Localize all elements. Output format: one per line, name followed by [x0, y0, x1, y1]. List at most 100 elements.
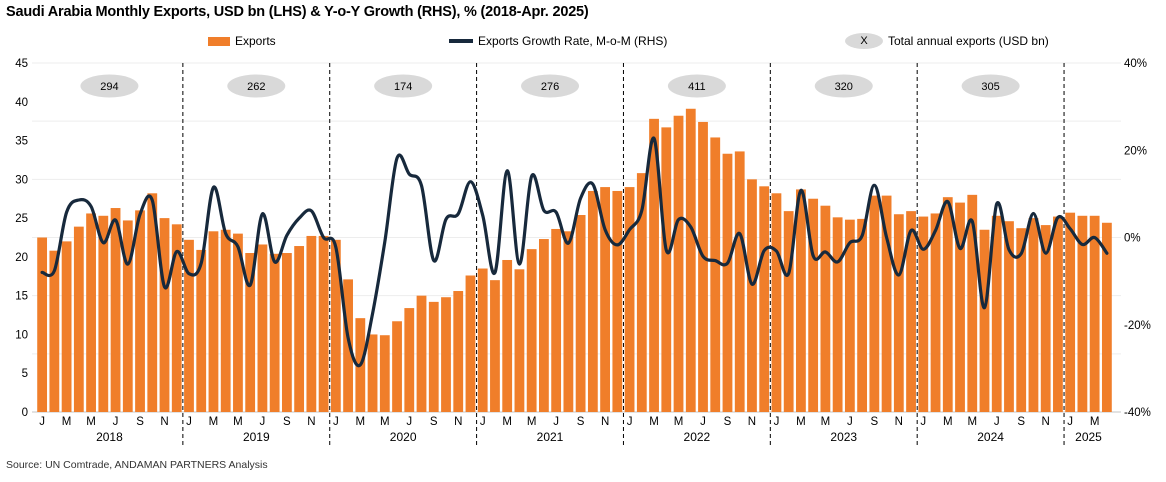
export-bar-2019 — [281, 253, 292, 412]
right-axis-tick-label: -20% — [1124, 320, 1151, 332]
export-bar-2024 — [1028, 218, 1039, 412]
export-bar-2021 — [502, 259, 513, 412]
month-tick-label: N — [1042, 416, 1050, 428]
export-bar-2023 — [844, 219, 855, 412]
year-label: 2018 — [96, 430, 123, 444]
export-bar-2022 — [747, 179, 757, 412]
export-bar-2025 — [1101, 222, 1112, 412]
month-tick-label: M — [967, 416, 977, 428]
export-bar-2020 — [441, 297, 451, 412]
export-bar-2021 — [600, 187, 610, 412]
annual-total-badge — [374, 74, 433, 98]
month-tick-label: M — [209, 416, 219, 428]
month-tick-label: M — [356, 416, 366, 428]
export-bar-2021 — [490, 280, 500, 412]
export-bar-2020 — [453, 291, 464, 412]
export-bar-2018 — [86, 213, 96, 412]
export-bar-2019 — [208, 231, 219, 412]
export-bar-2018 — [61, 241, 72, 412]
export-bar-2018 — [37, 237, 48, 412]
export-bar-2019 — [245, 253, 256, 412]
year-label: 2023 — [830, 430, 857, 444]
left-axis-tick-label: 40 — [15, 97, 28, 109]
annual-total-badge — [521, 74, 580, 98]
annual-total-badge — [814, 74, 873, 98]
month-tick-label: M — [943, 416, 953, 428]
legend-item-growth-rate: Exports Growth Rate, M-o-M (RHS) — [449, 32, 667, 50]
month-tick-label: N — [748, 416, 756, 428]
export-bar-2023 — [808, 198, 819, 412]
source-note: Source: UN Comtrade, ANDAMAN PARTNERS An… — [6, 459, 268, 471]
export-bar-2022 — [624, 187, 635, 412]
month-tick-label: M — [649, 416, 659, 428]
annual-total-value: 262 — [247, 81, 265, 93]
legend-annual-label: Total annual exports (USD bn) — [888, 34, 1049, 48]
left-axis-tick-label: 15 — [15, 291, 28, 303]
export-bar-2025 — [1065, 212, 1076, 412]
export-bar-2020 — [465, 275, 476, 412]
export-bar-2024 — [1053, 216, 1063, 412]
month-tick-label: S — [577, 416, 585, 428]
month-tick-label: M — [674, 416, 684, 428]
annual-total-badge — [227, 74, 286, 98]
annual-total-oval-icon: X — [845, 33, 883, 49]
export-bar-2021 — [612, 190, 623, 412]
export-bar-2020 — [392, 321, 402, 412]
left-axis-tick-label: 35 — [15, 136, 28, 148]
export-bar-2024 — [1016, 228, 1027, 412]
export-bar-2018 — [110, 208, 121, 412]
left-axis-tick-label: 20 — [15, 252, 28, 264]
month-tick-label: S — [724, 416, 732, 428]
export-bar-2023 — [869, 195, 880, 412]
annual-total-value: 276 — [541, 81, 559, 93]
legend-growth-label: Exports Growth Rate, M-o-M (RHS) — [478, 34, 668, 48]
month-tick-label: M — [380, 416, 390, 428]
export-bar-2021 — [514, 269, 525, 412]
month-tick-label: J — [260, 416, 266, 428]
export-bar-2021 — [477, 268, 488, 412]
annual-total-badge — [961, 74, 1020, 98]
export-bar-2021 — [526, 249, 537, 412]
month-tick-label: J — [39, 416, 45, 428]
annual-total-value: 294 — [100, 81, 118, 93]
export-bar-2024 — [1004, 221, 1014, 412]
right-axis-tick-label: 20% — [1124, 145, 1147, 157]
month-tick-label: N — [454, 416, 462, 428]
month-tick-label: J — [480, 416, 486, 428]
export-bar-2021 — [551, 228, 562, 412]
legend-item-annual-total: X Total annual exports (USD bn) — [845, 32, 1049, 50]
annual-total-value: 411 — [688, 81, 706, 93]
year-label: 2022 — [684, 430, 711, 444]
month-tick-label: M — [821, 416, 831, 428]
export-bar-2018 — [73, 226, 84, 412]
left-axis-tick-label: 10 — [15, 329, 28, 341]
export-bar-2019 — [196, 249, 207, 412]
month-tick-label: J — [113, 416, 119, 428]
month-tick-label: N — [601, 416, 609, 428]
annual-total-value: 174 — [394, 81, 412, 93]
export-bar-2020 — [404, 308, 415, 412]
export-bar-2020 — [379, 335, 390, 412]
export-bar-2019 — [294, 246, 305, 412]
month-tick-label: M — [796, 416, 806, 428]
export-bar-2020 — [416, 295, 427, 412]
left-axis-tick-label: 0 — [22, 407, 28, 419]
month-tick-label: M — [62, 416, 72, 428]
export-bar-2022 — [734, 151, 745, 412]
export-bar-2018 — [147, 193, 158, 412]
export-bar-2023 — [820, 205, 831, 412]
export-bar-2021 — [539, 239, 549, 412]
export-bar-2023 — [857, 218, 868, 412]
month-tick-label: J — [186, 416, 192, 428]
left-axis-tick-label: 30 — [15, 174, 28, 186]
export-bar-2022 — [722, 153, 733, 412]
export-bar-2022 — [661, 127, 672, 413]
year-label: 2019 — [243, 430, 270, 444]
export-bar-2023 — [796, 189, 806, 412]
export-bar-2024 — [979, 229, 990, 412]
export-bar-2019 — [220, 229, 231, 412]
export-bar-2024 — [1040, 225, 1051, 412]
page-title: Saudi Arabia Monthly Exports, USD bn (LH… — [6, 4, 589, 20]
export-bar-2022 — [649, 118, 659, 412]
